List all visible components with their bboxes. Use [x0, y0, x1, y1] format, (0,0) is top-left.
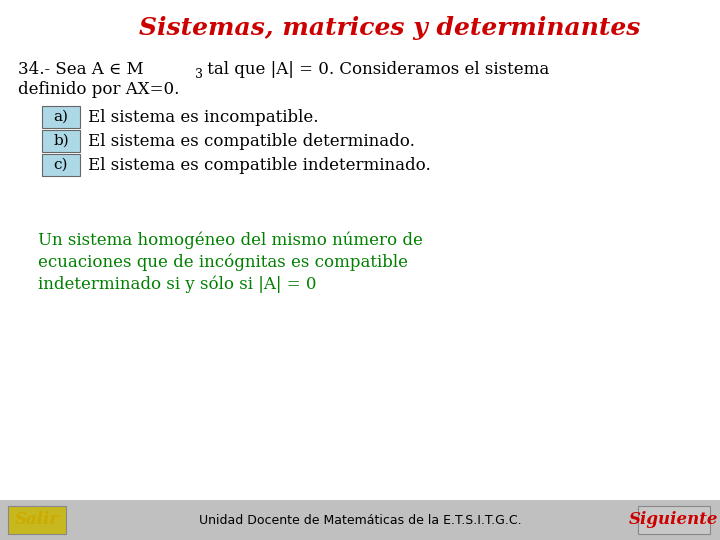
FancyBboxPatch shape — [8, 506, 66, 534]
Text: Unidad Docente de Matemáticas de la E.T.S.I.T.G.C.: Unidad Docente de Matemáticas de la E.T.… — [199, 514, 521, 526]
FancyBboxPatch shape — [42, 106, 80, 128]
Text: definido por AX=0.: definido por AX=0. — [18, 82, 179, 98]
Text: Siguiente: Siguiente — [629, 511, 719, 529]
Text: tal que |A| = 0. Consideramos el sistema: tal que |A| = 0. Consideramos el sistema — [202, 62, 549, 78]
Text: c): c) — [54, 158, 68, 172]
Text: Sistemas, matrices y determinantes: Sistemas, matrices y determinantes — [139, 16, 641, 40]
Text: ecuaciones que de incógnitas es compatible: ecuaciones que de incógnitas es compatib… — [38, 253, 408, 271]
Text: El sistema es compatible indeterminado.: El sistema es compatible indeterminado. — [88, 157, 431, 173]
FancyBboxPatch shape — [0, 500, 720, 540]
Text: a): a) — [53, 110, 68, 124]
FancyBboxPatch shape — [638, 506, 710, 534]
Text: Un sistema homogéneo del mismo número de: Un sistema homogéneo del mismo número de — [38, 231, 423, 249]
Text: Salir: Salir — [15, 511, 59, 529]
Text: indeterminado si y sólo si |A| = 0: indeterminado si y sólo si |A| = 0 — [38, 275, 317, 293]
Text: El sistema es incompatible.: El sistema es incompatible. — [88, 109, 318, 125]
FancyBboxPatch shape — [42, 154, 80, 176]
Text: 3: 3 — [195, 69, 203, 82]
Text: b): b) — [53, 134, 69, 148]
Text: 34.- Sea A ∈ M: 34.- Sea A ∈ M — [18, 62, 143, 78]
Text: El sistema es compatible determinado.: El sistema es compatible determinado. — [88, 132, 415, 150]
FancyBboxPatch shape — [42, 130, 80, 152]
